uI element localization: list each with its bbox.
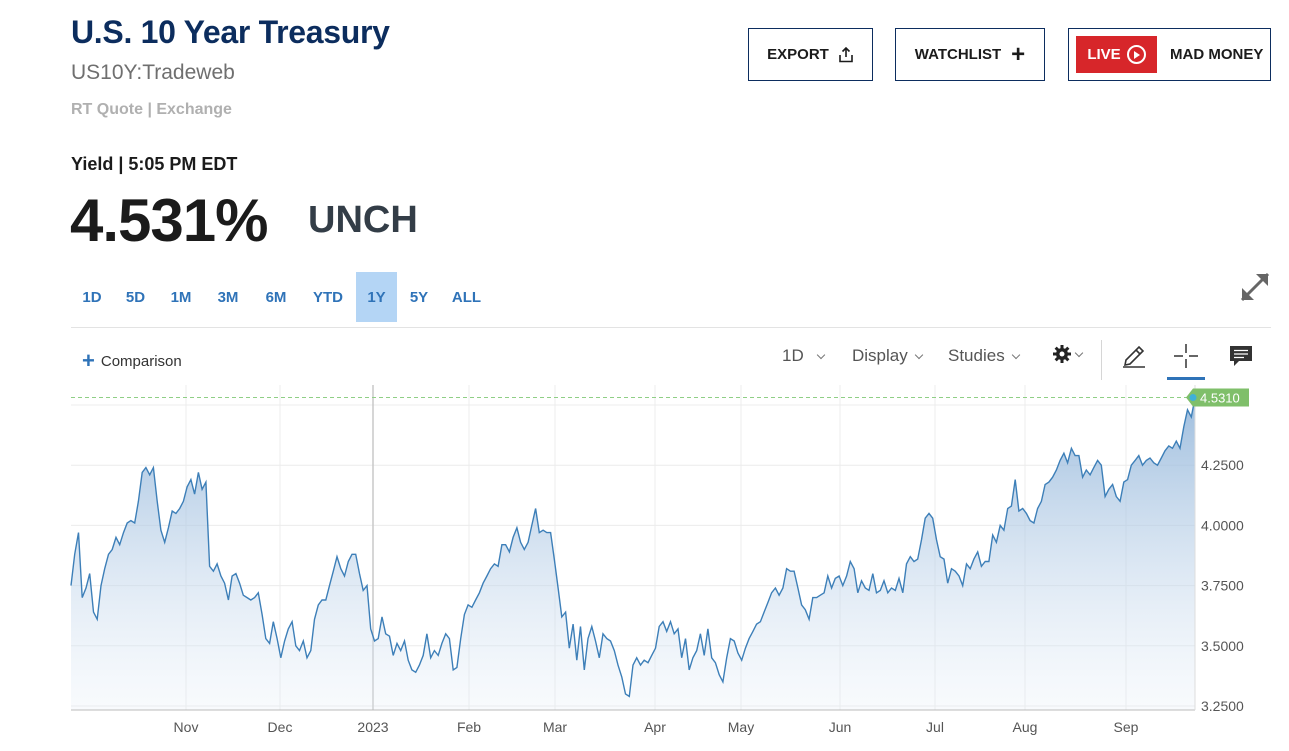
range-6m[interactable]: 6M: [265, 288, 287, 306]
ticker-symbol: US10Y:Tradeweb: [71, 61, 235, 84]
pencil-icon[interactable]: [1120, 342, 1148, 370]
interval-dropdown[interactable]: 1D: [782, 346, 825, 366]
live-badge: LIVE: [1076, 36, 1157, 73]
watchlist-label: WATCHLIST: [914, 46, 1002, 63]
x-tick-label: Aug: [1013, 719, 1038, 735]
quote-source: RT Quote | Exchange: [71, 101, 232, 118]
studies-dropdown[interactable]: Studies: [948, 346, 1020, 366]
last-value-badge: [1186, 388, 1249, 407]
interval-label: 1D: [782, 346, 804, 365]
y-tick-label: 3.5000: [1201, 638, 1244, 654]
settings-dropdown[interactable]: [1052, 344, 1084, 364]
gear-icon: [1053, 345, 1071, 363]
series-line: [70, 397, 1196, 698]
crosshair-icon[interactable]: [1172, 342, 1200, 370]
yield-value: 4.531%: [70, 187, 268, 254]
x-tick-label: Mar: [543, 719, 567, 735]
range-3m[interactable]: 3M: [217, 288, 239, 306]
export-button[interactable]: EXPORT: [748, 28, 873, 81]
play-icon: [1126, 45, 1146, 64]
y-tick-label: 3.7500: [1201, 578, 1244, 594]
x-tick-label: Nov: [174, 719, 199, 735]
mad-money-label: MAD MONEY: [1170, 46, 1264, 63]
plus-icon: +: [1011, 40, 1026, 68]
live-label: LIVE: [1087, 46, 1121, 63]
active-tool-indicator: [1167, 377, 1205, 380]
plus-icon: +: [82, 348, 95, 373]
display-dropdown[interactable]: Display: [852, 346, 923, 366]
range-1y[interactable]: 1Y: [356, 272, 397, 322]
expand-icon[interactable]: [1238, 270, 1272, 304]
range-1m[interactable]: 1M: [170, 288, 192, 306]
range-1d[interactable]: 1D: [82, 288, 102, 306]
x-tick-label: Feb: [457, 719, 481, 735]
divider: [71, 327, 1271, 328]
y-tick-label: 3.2500: [1201, 698, 1244, 714]
chevron-down-icon: [816, 350, 825, 359]
range-5y[interactable]: 5Y: [409, 288, 429, 306]
comparison-label: Comparison: [100, 352, 182, 370]
x-tick-label: Jun: [829, 719, 852, 735]
comment-icon[interactable]: [1227, 342, 1255, 370]
range-all[interactable]: ALL: [451, 288, 482, 306]
page-title: U.S. 10 Year Treasury: [71, 14, 390, 50]
live-mad-money-button[interactable]: LIVE MAD MONEY: [1068, 28, 1271, 81]
x-tick-label: May: [728, 719, 754, 735]
watchlist-button[interactable]: WATCHLIST +: [895, 28, 1045, 81]
comparison-button[interactable]: + Comparison: [82, 350, 182, 372]
x-tick-label: Jul: [926, 719, 944, 735]
share-icon: [839, 46, 853, 62]
last-value-dot: [1189, 394, 1197, 402]
time-range-selector: 1D 5D 1M 3M 6M YTD 1Y 5Y ALL: [71, 272, 492, 322]
range-ytd[interactable]: YTD: [313, 288, 343, 306]
x-tick-label: Apr: [644, 719, 666, 735]
y-tick-label: 4.0000: [1201, 517, 1244, 533]
display-label: Display: [852, 346, 908, 365]
chevron-down-icon: [914, 350, 923, 359]
y-tick-label: 4.2500: [1201, 457, 1244, 473]
chevron-down-icon: [1011, 350, 1020, 359]
yield-label: Yield | 5:05 PM EDT: [71, 154, 238, 174]
export-label: EXPORT: [767, 46, 829, 63]
x-tick-label: Sep: [1114, 719, 1139, 735]
chevron-down-icon: [1074, 348, 1084, 357]
range-5d[interactable]: 5D: [125, 288, 146, 306]
x-tick-label: Dec: [268, 719, 293, 735]
studies-label: Studies: [948, 346, 1005, 365]
last-value-label: 4.5310: [1200, 391, 1240, 406]
area-fill: [71, 397, 1195, 710]
x-tick-label: 2023: [357, 719, 388, 735]
toolbar-separator: [1101, 340, 1102, 380]
change-value: UNCH: [308, 199, 418, 241]
yield-chart[interactable]: 3.2500 3.5000 3.7500 4.0000 4.2500 Nov Dec 2023…: [0, 380, 1289, 751]
